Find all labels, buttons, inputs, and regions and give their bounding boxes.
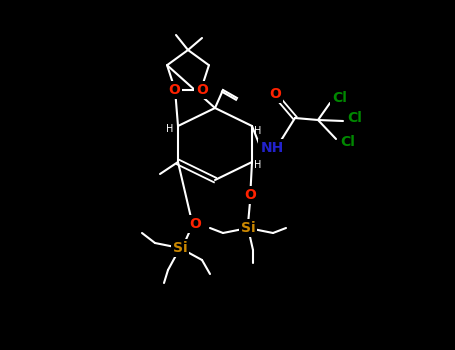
Text: Cl: Cl: [340, 135, 355, 149]
Text: O: O: [244, 188, 256, 202]
Text: H: H: [254, 126, 262, 136]
Text: O: O: [189, 217, 201, 231]
Text: H: H: [254, 160, 262, 170]
Text: Si: Si: [241, 221, 255, 235]
Text: NH: NH: [260, 141, 283, 155]
Text: H: H: [167, 124, 174, 134]
Text: Si: Si: [173, 241, 187, 255]
Text: O: O: [168, 83, 180, 97]
Text: O: O: [196, 83, 208, 97]
Text: Cl: Cl: [348, 111, 363, 125]
Text: O: O: [269, 87, 281, 101]
Text: Cl: Cl: [333, 91, 348, 105]
